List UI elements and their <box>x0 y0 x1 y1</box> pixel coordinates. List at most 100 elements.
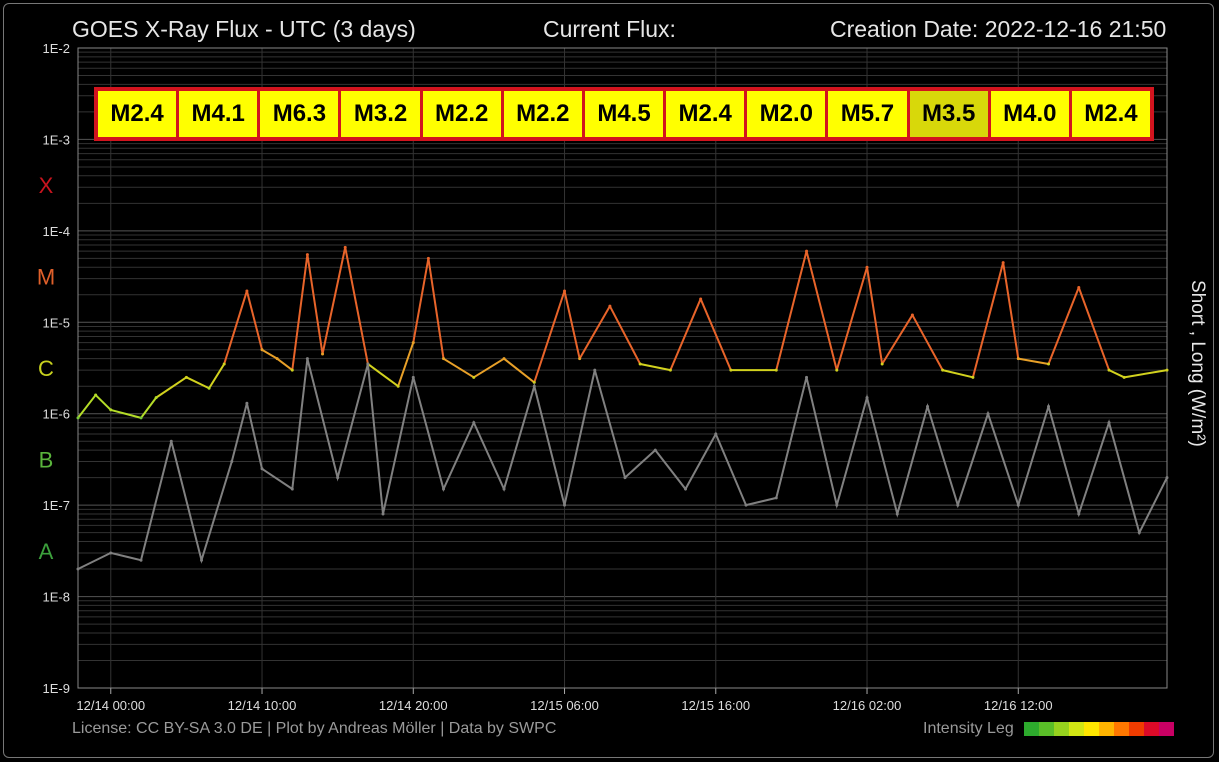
data-point-short <box>805 375 809 379</box>
intensity-legend-swatch <box>1159 722 1174 736</box>
data-point-short <box>1016 503 1020 507</box>
series-segment-long <box>805 250 838 371</box>
data-point-short <box>1047 404 1051 408</box>
series-segment-long <box>609 305 642 365</box>
x-tick-label: 12/15 16:00 <box>681 698 750 713</box>
intensity-legend-bar <box>1024 722 1174 736</box>
data-point-long <box>275 357 279 361</box>
data-point-short <box>623 476 627 480</box>
data-point-long <box>343 245 347 249</box>
data-point-long <box>608 304 612 308</box>
data-point-long <box>184 375 188 379</box>
data-point-short <box>290 487 294 491</box>
data-point-short <box>442 487 446 491</box>
intensity-legend-swatch <box>1144 722 1159 736</box>
flare-class-label: C <box>38 356 54 381</box>
data-point-short <box>230 460 234 464</box>
data-point-long <box>578 357 582 361</box>
y-tick-label: 1E-3 <box>43 132 70 147</box>
data-point-long <box>971 375 975 379</box>
data-point-long <box>207 386 211 390</box>
flare-item: M4.1 <box>179 91 258 137</box>
flare-class-label: A <box>39 539 54 564</box>
chart-title: GOES X-Ray Flux - UTC (3 days) <box>72 16 416 42</box>
data-point-long <box>880 362 884 366</box>
intensity-legend-swatch <box>1054 722 1069 736</box>
x-tick-label: 12/14 10:00 <box>228 698 297 713</box>
flare-list-box: M2.4 M4.1 M6.3 M3.2 M2.2 M2.2 M4.5 M2.4 M2.0 M5.7… <box>94 87 1154 141</box>
data-point-long <box>94 393 98 397</box>
data-point-long <box>426 256 430 260</box>
series-segment-long <box>94 394 112 411</box>
flare-item: M4.5 <box>584 91 664 137</box>
intensity-legend-swatch <box>1084 722 1099 736</box>
series-segment-long <box>1002 262 1020 359</box>
data-point-long <box>1077 286 1081 290</box>
data-point-short <box>593 368 597 372</box>
series-segment-long <box>110 408 142 419</box>
y-tick-label: 1E-5 <box>43 315 70 330</box>
series-segment-long <box>397 342 415 387</box>
series-segment-long <box>1123 369 1168 379</box>
intensity-legend-swatch <box>1099 722 1114 736</box>
flare-item: M2.0 <box>747 91 826 137</box>
series-segment-long <box>533 290 566 383</box>
y-axis-label-text: Short , Long (W/m²) <box>1187 280 1208 447</box>
plot-area-border <box>77 47 1168 689</box>
data-point-short <box>139 558 143 562</box>
data-point-long <box>1107 368 1111 372</box>
data-point-short <box>1107 421 1111 425</box>
series-segment-long <box>155 376 187 399</box>
x-tick-label: 12/16 12:00 <box>984 698 1053 713</box>
series-segment-long <box>140 397 157 419</box>
data-point-short <box>366 362 370 366</box>
flare-item: M5.7 <box>828 91 907 137</box>
series-segment-long <box>503 357 535 384</box>
flare-class-label: B <box>39 447 54 472</box>
data-point-long <box>154 396 158 400</box>
data-point-short <box>865 396 869 400</box>
series-segment-long <box>699 298 732 371</box>
series-segment-long <box>866 267 884 365</box>
series-segment-long <box>442 357 475 379</box>
intensity-legend-swatch <box>1114 722 1129 736</box>
data-point-short <box>744 503 748 507</box>
series-segment-long <box>261 348 278 360</box>
data-point-long <box>1016 357 1020 361</box>
creation-date: Creation Date: 2022-12-16 21:50 <box>830 16 1167 42</box>
data-point-short <box>245 401 249 405</box>
intensity-legend-label: Intensity Leg <box>923 720 1014 737</box>
data-point-long <box>774 368 778 372</box>
data-point-short <box>1137 531 1141 535</box>
series-segment-long <box>427 258 445 359</box>
y-tick-label: 1E-8 <box>43 590 70 605</box>
y-tick-label: 1E-2 <box>43 41 70 56</box>
series-segment-long <box>1108 369 1125 379</box>
data-point-long <box>1165 368 1169 372</box>
series-segment-long <box>306 254 324 355</box>
data-point-short <box>200 558 204 562</box>
series-segment-long <box>1047 287 1080 365</box>
flare-class-label: X <box>39 173 54 198</box>
data-point-long <box>442 357 446 361</box>
series-line-short <box>77 358 1168 570</box>
data-point-long <box>699 297 703 301</box>
series-segment-long <box>563 290 581 359</box>
data-point-long <box>321 352 325 356</box>
data-point-long <box>222 362 226 366</box>
data-point-short <box>926 404 930 408</box>
data-point-short <box>305 357 309 361</box>
data-point-long <box>411 341 415 345</box>
y-tick-label: 1E-6 <box>43 407 70 422</box>
license-text: License: CC BY-SA 3.0 DE | Plot by Andre… <box>72 720 557 737</box>
x-tick-label: 12/16 02:00 <box>833 698 902 713</box>
data-point-long <box>139 416 143 420</box>
series-segment-long <box>911 314 944 371</box>
flare-item: M3.2 <box>341 91 420 137</box>
data-point-long <box>305 253 309 257</box>
data-point-short <box>653 448 657 452</box>
data-point-short <box>381 512 385 516</box>
current-flux-label: Current Flux: <box>543 16 676 42</box>
data-point-short <box>260 467 264 471</box>
series-segment-long <box>1018 357 1049 365</box>
